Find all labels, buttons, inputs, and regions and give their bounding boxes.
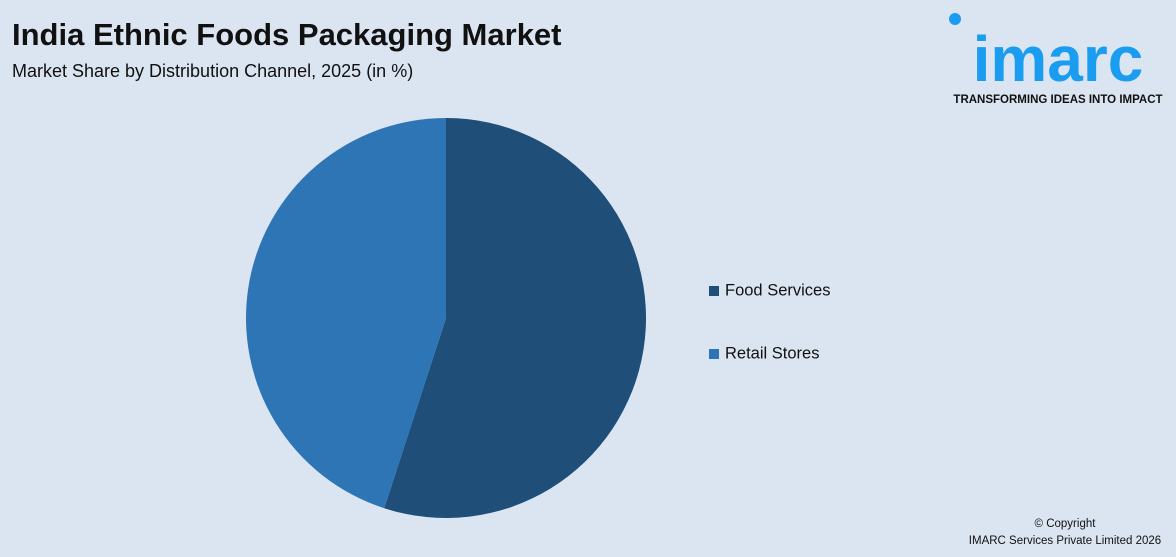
legend-swatch <box>709 286 719 296</box>
legend-swatch <box>709 349 719 359</box>
logo-dot <box>949 13 961 25</box>
legend-label: Retail Stores <box>725 344 819 362</box>
logo-tagline: TRANSFORMING IDEAS INTO IMPACT <box>953 94 1162 106</box>
legend-label: Food Services <box>725 281 830 299</box>
chart-title: India Ethnic Foods Packaging Market <box>12 17 562 52</box>
copyright: © Copyright <box>1035 518 1097 530</box>
pie-slice <box>384 118 646 518</box>
logo-text: imarc <box>973 23 1144 95</box>
pie-slice <box>246 117 446 509</box>
pie <box>246 117 646 518</box>
legend: Food Services Retail Stores <box>709 281 830 362</box>
chart-subtitle: Market Share by Distribution Channel, 20… <box>12 61 413 81</box>
company: IMARC Services Private Limited 2026 <box>969 535 1161 547</box>
